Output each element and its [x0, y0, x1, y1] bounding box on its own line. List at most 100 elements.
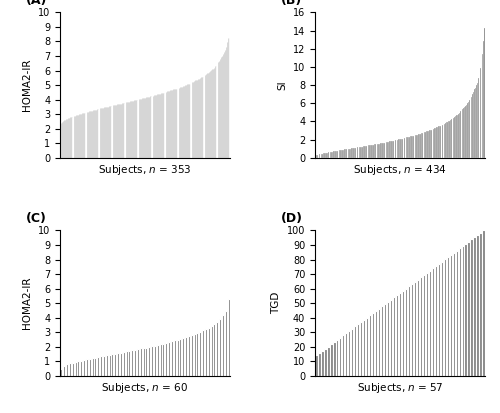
- Bar: [330, 344, 332, 376]
- Bar: [78, 361, 80, 376]
- Bar: [100, 356, 102, 376]
- Y-axis label: HOMA2-IR: HOMA2-IR: [22, 277, 32, 330]
- Bar: [342, 335, 344, 376]
- Bar: [74, 362, 76, 376]
- Bar: [112, 354, 114, 376]
- Bar: [366, 318, 368, 376]
- X-axis label: Subjects, $n$ = 57: Subjects, $n$ = 57: [357, 381, 443, 395]
- Bar: [80, 361, 82, 376]
- Bar: [228, 299, 230, 376]
- Bar: [372, 313, 374, 376]
- Bar: [63, 366, 66, 376]
- Bar: [411, 284, 413, 376]
- Bar: [428, 271, 431, 376]
- X-axis label: Subjects, $n$ = 434: Subjects, $n$ = 434: [353, 163, 447, 177]
- Bar: [336, 340, 338, 376]
- Bar: [462, 246, 464, 376]
- Bar: [360, 322, 362, 376]
- Bar: [117, 353, 119, 376]
- Bar: [180, 339, 182, 376]
- Text: (C): (C): [26, 211, 47, 225]
- Bar: [60, 368, 62, 376]
- Bar: [334, 342, 336, 376]
- Bar: [185, 337, 187, 376]
- Bar: [66, 364, 68, 376]
- Bar: [222, 315, 224, 376]
- Bar: [174, 340, 176, 376]
- Bar: [384, 304, 386, 376]
- Bar: [214, 323, 216, 376]
- Bar: [363, 320, 366, 376]
- Bar: [426, 273, 428, 376]
- Bar: [97, 357, 100, 376]
- Bar: [92, 358, 94, 376]
- Bar: [94, 358, 96, 376]
- Text: (D): (D): [281, 211, 303, 225]
- Bar: [420, 278, 422, 376]
- Bar: [202, 330, 204, 376]
- Bar: [114, 354, 116, 376]
- Bar: [106, 355, 108, 376]
- Bar: [396, 295, 398, 376]
- Bar: [328, 347, 330, 376]
- Bar: [432, 268, 434, 376]
- Bar: [126, 351, 128, 376]
- Bar: [480, 233, 482, 376]
- Bar: [324, 349, 326, 376]
- Bar: [194, 334, 196, 376]
- Bar: [208, 328, 210, 376]
- Bar: [408, 286, 410, 376]
- Bar: [316, 356, 318, 376]
- Bar: [458, 248, 461, 376]
- X-axis label: Subjects, $n$ = 60: Subjects, $n$ = 60: [102, 381, 188, 395]
- Bar: [162, 344, 164, 376]
- Bar: [417, 280, 419, 376]
- Text: (A): (A): [26, 0, 48, 7]
- Bar: [216, 322, 218, 376]
- Bar: [345, 333, 348, 376]
- Bar: [405, 289, 407, 376]
- Bar: [482, 230, 484, 376]
- Bar: [354, 326, 356, 376]
- Bar: [422, 275, 425, 376]
- Bar: [348, 331, 350, 376]
- Bar: [219, 319, 221, 376]
- Bar: [182, 338, 184, 376]
- Bar: [168, 342, 170, 376]
- Bar: [140, 349, 142, 376]
- Bar: [446, 257, 449, 376]
- Bar: [142, 348, 144, 376]
- Bar: [468, 242, 469, 376]
- Bar: [148, 347, 150, 376]
- Bar: [351, 329, 354, 376]
- Bar: [196, 333, 198, 376]
- Y-axis label: SI: SI: [278, 80, 287, 90]
- Bar: [72, 363, 74, 376]
- Bar: [399, 293, 401, 376]
- Bar: [165, 343, 168, 376]
- Bar: [103, 356, 105, 376]
- Bar: [151, 347, 153, 376]
- Bar: [339, 337, 342, 376]
- Bar: [146, 347, 148, 376]
- Bar: [199, 332, 202, 376]
- Bar: [440, 262, 443, 376]
- Bar: [390, 300, 392, 376]
- Bar: [86, 359, 88, 376]
- Bar: [402, 291, 404, 376]
- Bar: [450, 255, 452, 376]
- Bar: [154, 346, 156, 376]
- Bar: [381, 306, 383, 376]
- Bar: [452, 253, 455, 376]
- Bar: [438, 264, 440, 376]
- Y-axis label: HOMA2-IR: HOMA2-IR: [22, 59, 32, 112]
- Bar: [176, 339, 178, 376]
- Bar: [188, 336, 190, 376]
- Bar: [83, 360, 85, 376]
- Bar: [122, 352, 125, 376]
- Bar: [456, 251, 458, 376]
- Bar: [190, 335, 193, 376]
- Bar: [108, 355, 110, 376]
- Bar: [128, 351, 130, 376]
- Bar: [137, 349, 139, 376]
